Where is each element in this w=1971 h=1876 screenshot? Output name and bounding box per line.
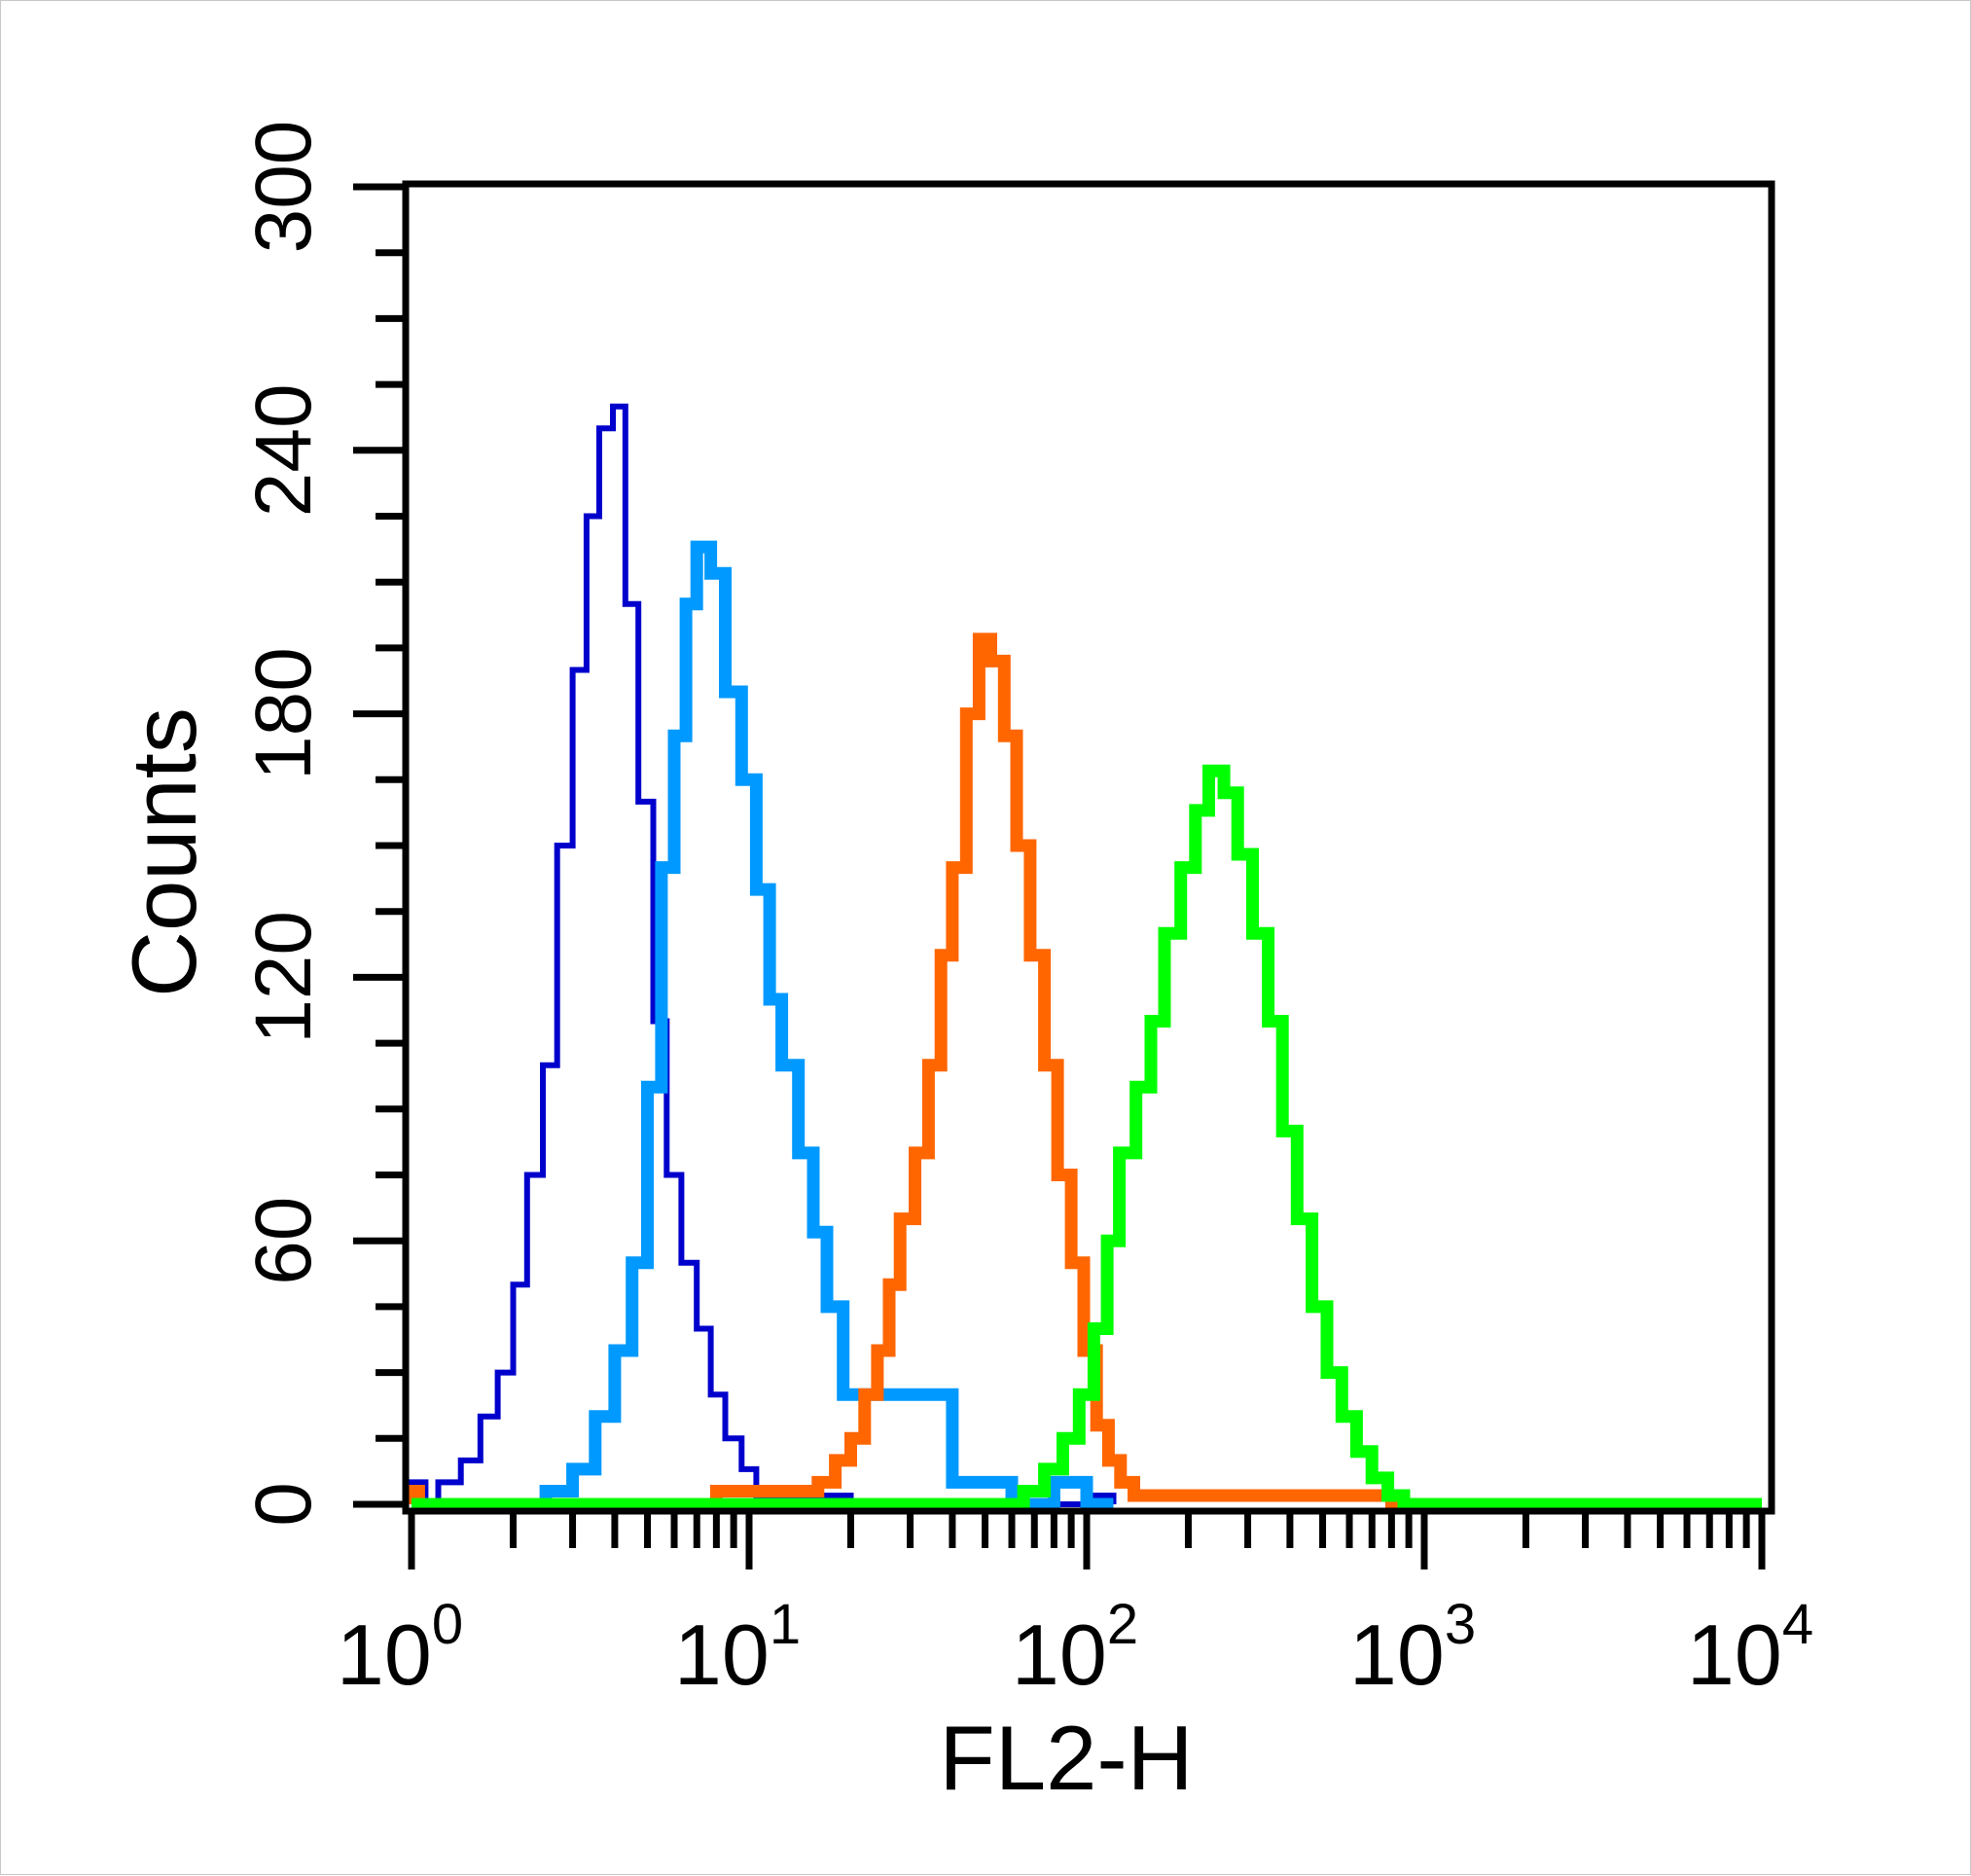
y-tick-label: 0 [239, 1482, 328, 1527]
y-tick-label: 300 [239, 121, 328, 254]
x-tick-label: 104 [1687, 1593, 1813, 1703]
y-tick-label: 120 [239, 911, 328, 1044]
y-tick-label: 60 [239, 1197, 328, 1285]
series-layer [405, 403, 1762, 1511]
series-4-histogram [412, 764, 1762, 1511]
y-tick-label: 240 [239, 383, 328, 517]
x-tick-label: 103 [1349, 1593, 1476, 1703]
series-2-histogram [513, 540, 1114, 1511]
x-axis-title: FL2-H [939, 1707, 1193, 1809]
plot-frame [402, 180, 1775, 1515]
x-axis-ticks [408, 1511, 1766, 1569]
y-tick-label: 180 [239, 647, 328, 780]
x-tick-label: 100 [337, 1593, 463, 1703]
y-tick-labels: 0 60 120 180 240 300 [239, 121, 328, 1527]
x-tick-label: 101 [674, 1593, 801, 1703]
x-tick-labels: 100 101 102 103 104 [337, 1593, 1813, 1703]
y-axis-title: Counts [113, 707, 215, 997]
series-3-histogram [405, 632, 1410, 1511]
series-1-histogram [409, 403, 1117, 1507]
y-axis-ticks [353, 183, 406, 1508]
x-tick-label: 102 [1012, 1593, 1138, 1703]
